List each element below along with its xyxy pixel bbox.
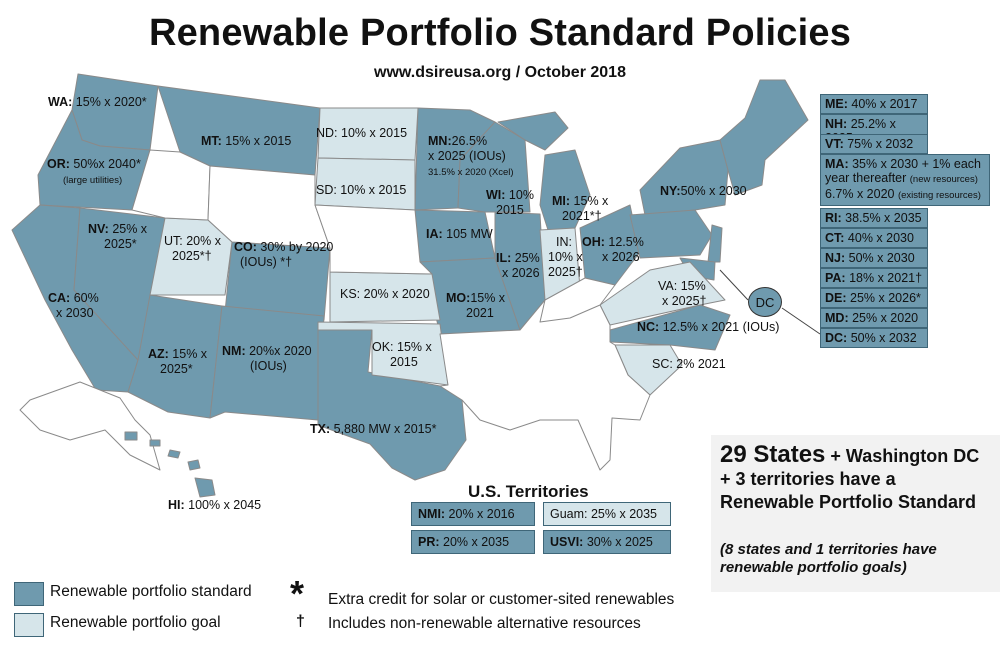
state-wy bbox=[207, 165, 331, 249]
ne-box-me: ME: 40% x 2017 bbox=[820, 94, 928, 114]
label-ut: UT: 20% x 2025*† bbox=[164, 234, 221, 263]
label-az: AZ: 15% x 2025* bbox=[148, 347, 208, 376]
ne-box-ri: RI: 38.5% x 2035 bbox=[820, 208, 928, 228]
state-wa bbox=[71, 73, 159, 151]
label-sc: SC: 2% 2021 bbox=[652, 357, 726, 371]
state-new-england bbox=[719, 79, 809, 196]
dc-leader-line-2 bbox=[781, 307, 821, 335]
territory-pr: PR: 20% x 2035 bbox=[411, 530, 535, 554]
label-wi: WI: 10% 2015 bbox=[486, 188, 534, 217]
legend-swatch-goal bbox=[14, 613, 44, 637]
state-wi bbox=[457, 121, 531, 213]
state-ny bbox=[639, 139, 729, 216]
label-mn: MN:26.5% x 2025 (IOUs) 31.5% x 2020 (Xcel) bbox=[428, 134, 514, 178]
label-ia: IA: 105 MW bbox=[426, 227, 493, 241]
label-tx: TX: 5,880 MW x 2015* bbox=[310, 422, 437, 436]
label-ny: NY:50% x 2030 bbox=[660, 184, 747, 198]
dagger-note: Includes non-renewable alternative resou… bbox=[328, 615, 641, 632]
label-mo: MO:15% x 2021 bbox=[446, 291, 506, 320]
ne-box-ct: CT: 40% x 2030 bbox=[820, 228, 928, 248]
label-ca: CA: 60% x 2030 bbox=[48, 291, 99, 320]
label-hi: HI: 100% x 2045 bbox=[168, 498, 262, 512]
label-oh: OH: 12.5% x 2026 bbox=[582, 235, 644, 264]
state-ak bbox=[19, 381, 161, 471]
territory-guam: Guam: 25% x 2035 bbox=[543, 502, 671, 526]
ne-box-de: DE: 25% x 2026* bbox=[820, 288, 928, 308]
page-subtitle: www.dsireusa.org / October 2018 bbox=[374, 64, 626, 81]
dc-marker: DC bbox=[748, 287, 782, 317]
state-ok bbox=[317, 321, 449, 386]
label-nm: NM: 20%x 2020 (IOUs) bbox=[222, 344, 312, 373]
state-oh bbox=[579, 204, 641, 286]
label-sd: SD: 10% x 2015 bbox=[316, 183, 407, 197]
summary-goals-note: (8 states and 1 territories have renewab… bbox=[720, 541, 937, 576]
page-title: Renewable Portfolio Standard Policies bbox=[148, 12, 852, 54]
territory-nmi: NMI: 20% x 2016 bbox=[411, 502, 535, 526]
ne-box-pa: PA: 18% x 2021† bbox=[820, 268, 928, 288]
state-nj bbox=[707, 224, 723, 263]
label-mt: MT: 15% x 2015 bbox=[201, 134, 292, 148]
legend-goal-label: Renewable portfolio goal bbox=[50, 614, 221, 631]
dc-leader-line bbox=[719, 269, 749, 301]
ne-box-nj: NJ: 50% x 2030 bbox=[820, 248, 928, 268]
dagger-symbol: † bbox=[296, 613, 305, 630]
legend-standard-label: Renewable portfolio standard bbox=[50, 583, 252, 600]
ne-box-dc: DC: 50% x 2032 bbox=[820, 328, 928, 348]
state-pa bbox=[629, 209, 713, 259]
label-ok: OK: 15% x 2015 bbox=[372, 340, 432, 369]
legend-swatch-standard bbox=[14, 582, 44, 606]
label-il: IL: 25% x 2026 bbox=[496, 251, 540, 280]
label-nc: NC: 12.5% x 2021 (IOUs) bbox=[637, 320, 780, 334]
label-or: OR: 50%x 2040* (large utilities) bbox=[47, 157, 141, 186]
territories-title: U.S. Territories bbox=[468, 482, 589, 501]
state-hi bbox=[124, 431, 216, 498]
asterisk-note: Extra credit for solar or customer-sited… bbox=[328, 591, 675, 608]
label-in: IN: 10% x 2025† bbox=[548, 235, 583, 279]
label-ks: KS: 20% x 2020 bbox=[340, 287, 430, 301]
ne-box-ma: MA: 35% x 2030 + 1% each year thereafter … bbox=[820, 154, 990, 206]
label-va: VA: 15% x 2025† bbox=[658, 279, 707, 308]
ne-box-md: MD: 25% x 2020 bbox=[820, 308, 928, 328]
state-wv-ky-tn bbox=[539, 277, 616, 323]
territory-usvi: USVI: 30% x 2025 bbox=[543, 530, 671, 554]
summary-box: 29 States + Washington DC + 3 territorie… bbox=[711, 435, 1000, 592]
label-wa: WA: 15% x 2020* bbox=[48, 95, 147, 109]
state-tx bbox=[317, 323, 467, 481]
asterisk-symbol: * bbox=[290, 573, 305, 614]
label-nd: ND: 10% x 2015 bbox=[316, 126, 408, 140]
ne-box-vt: VT: 75% x 2032 bbox=[820, 134, 928, 154]
label-co: CO: 30% by 2020 (IOUs) *† bbox=[234, 240, 334, 269]
summary-text: 29 States + Washington DC + 3 territorie… bbox=[720, 441, 980, 513]
state-nm bbox=[209, 305, 325, 421]
label-mi: MI: 15% x 2021*† bbox=[552, 194, 609, 223]
state-ne bbox=[314, 204, 433, 275]
label-nv: NV: 25% x 2025* bbox=[88, 222, 148, 251]
